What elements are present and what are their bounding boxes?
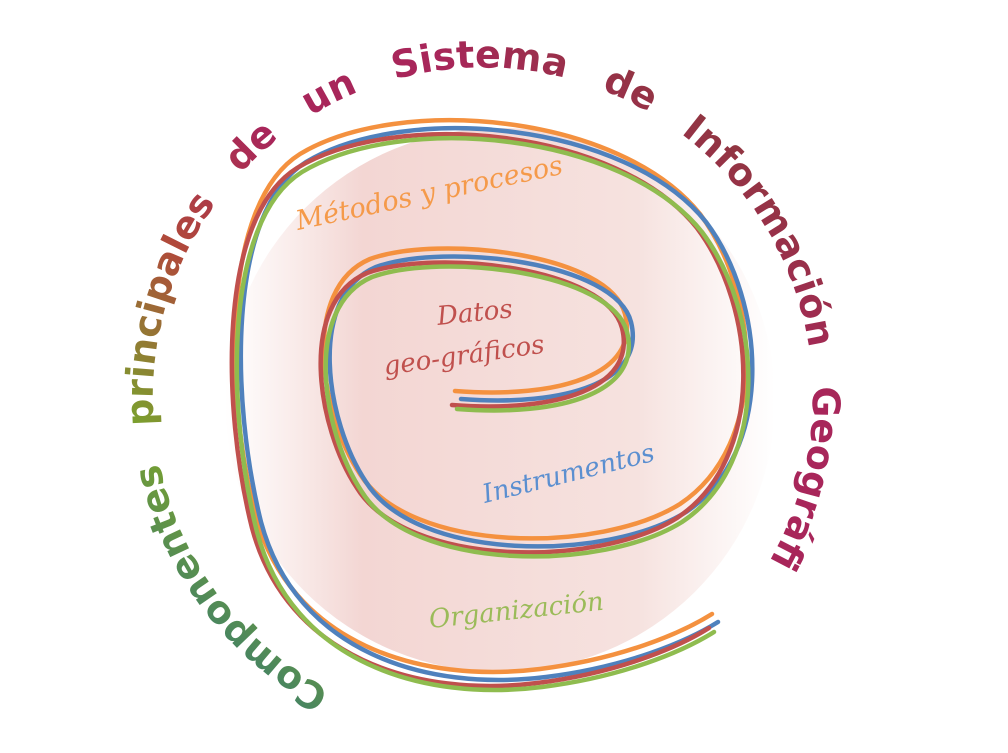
strand-green: [234, 136, 751, 693]
spiral-strands: [229, 118, 755, 693]
strand-blue: [238, 126, 755, 683]
